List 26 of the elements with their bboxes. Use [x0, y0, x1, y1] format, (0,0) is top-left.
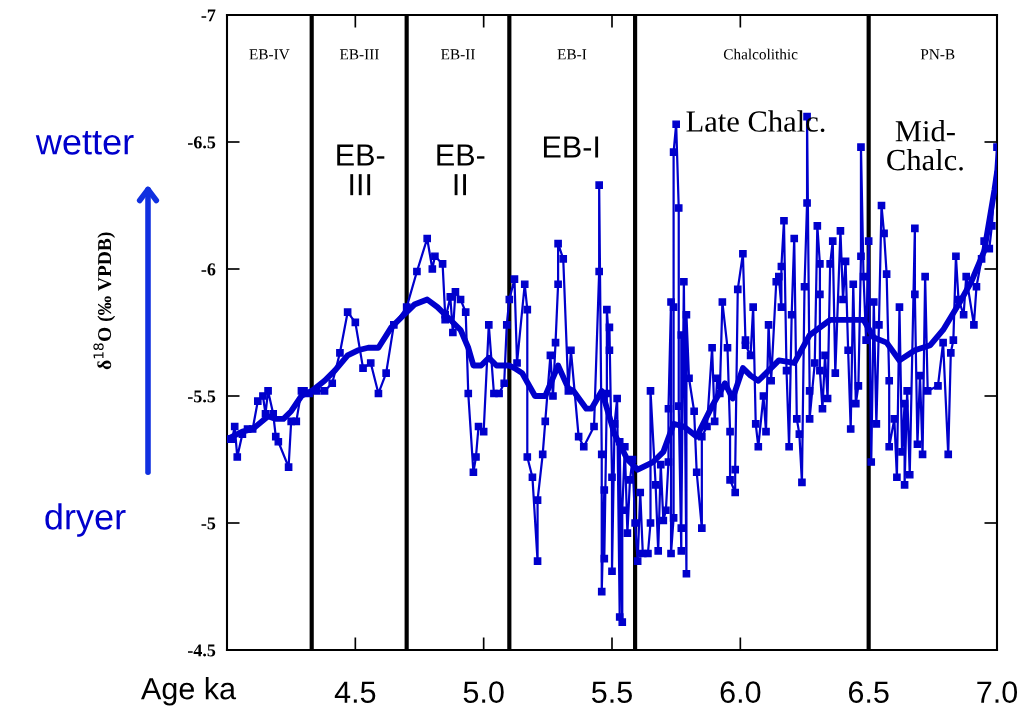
text: wetter — [35, 130, 134, 155]
x-tick-label: 7.0 — [977, 681, 1018, 703]
annotation: EB-IV — [249, 49, 290, 60]
text: dryer — [45, 503, 126, 537]
y-tick-label: -7 — [201, 9, 216, 22]
y-tick-label: -5.5 — [187, 390, 216, 403]
annotation: Mid- Chalc. — [887, 120, 963, 171]
annotation: Chalcolithic — [723, 48, 798, 60]
x-tick-label: 4.5 — [334, 681, 376, 703]
x-tick-label: 6.0 — [720, 681, 761, 703]
x-axis-title: Age ka — [141, 677, 237, 706]
y-tick-label: -4.5 — [187, 644, 216, 657]
annotation: EB-I — [543, 136, 599, 158]
x-tick-label: 5.5 — [591, 681, 632, 703]
annotation: EB- III — [337, 144, 385, 196]
y-tick-label: -6 — [201, 263, 216, 276]
y-tick-label: -5 — [201, 517, 216, 530]
x-tick-label: 6.5 — [848, 681, 889, 703]
annotation: EB-I — [557, 49, 587, 60]
annotation: EB- II — [437, 144, 485, 196]
x-tick-label: 5.0 — [463, 681, 504, 703]
annotation: PN-B — [920, 49, 955, 60]
y-tick-label: -6.5 — [187, 136, 216, 149]
annotation: EB-II — [441, 49, 475, 60]
annotation: EB-III — [339, 49, 379, 60]
y-axis-title: δ$^{18}$O (‰ VPDB) — [93, 232, 116, 370]
